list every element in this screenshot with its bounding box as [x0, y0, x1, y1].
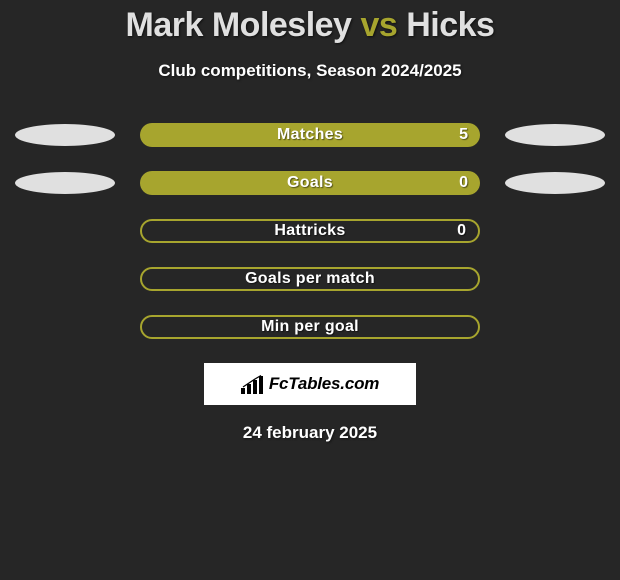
left-marker [15, 124, 115, 146]
player1-name: Mark Molesley [126, 6, 352, 44]
stat-label: Matches [277, 126, 343, 144]
stat-row: Min per goal [0, 315, 620, 339]
left-marker [15, 172, 115, 194]
stat-label: Goals [287, 174, 333, 192]
stat-label: Min per goal [261, 318, 359, 336]
stat-bar: Hattricks 0 [140, 219, 480, 243]
right-marker [505, 172, 605, 194]
comparison-title: Mark Molesley vs Hicks [0, 0, 620, 45]
stat-row: Goals 0 [0, 171, 620, 195]
right-marker [505, 124, 605, 146]
vs-label: vs [360, 6, 397, 44]
date-label: 24 february 2025 [0, 423, 620, 443]
stat-rows: Matches 5 Goals 0 Hattricks 0 Goals per match M… [0, 123, 620, 339]
stat-row: Matches 5 [0, 123, 620, 147]
right-marker [505, 316, 605, 338]
stat-label: Hattricks [274, 222, 345, 240]
logo-text: FcTables.com [269, 374, 379, 394]
right-marker [505, 268, 605, 290]
stat-value: 0 [459, 174, 468, 192]
player2-name: Hicks [406, 6, 494, 44]
logo-bars-icon [241, 374, 265, 394]
stat-label: Goals per match [245, 270, 375, 288]
stat-row: Goals per match [0, 267, 620, 291]
left-marker [15, 268, 115, 290]
logo-box: FcTables.com [204, 363, 416, 405]
left-marker [15, 316, 115, 338]
stat-bar: Goals per match [140, 267, 480, 291]
logo-container: FcTables.com [0, 363, 620, 405]
left-marker [15, 220, 115, 242]
subtitle: Club competitions, Season 2024/2025 [0, 61, 620, 81]
stat-value: 5 [459, 126, 468, 144]
right-marker [505, 220, 605, 242]
stat-row: Hattricks 0 [0, 219, 620, 243]
stat-bar: Matches 5 [140, 123, 480, 147]
stat-bar: Goals 0 [140, 171, 480, 195]
stat-value: 0 [457, 222, 466, 240]
stat-bar: Min per goal [140, 315, 480, 339]
